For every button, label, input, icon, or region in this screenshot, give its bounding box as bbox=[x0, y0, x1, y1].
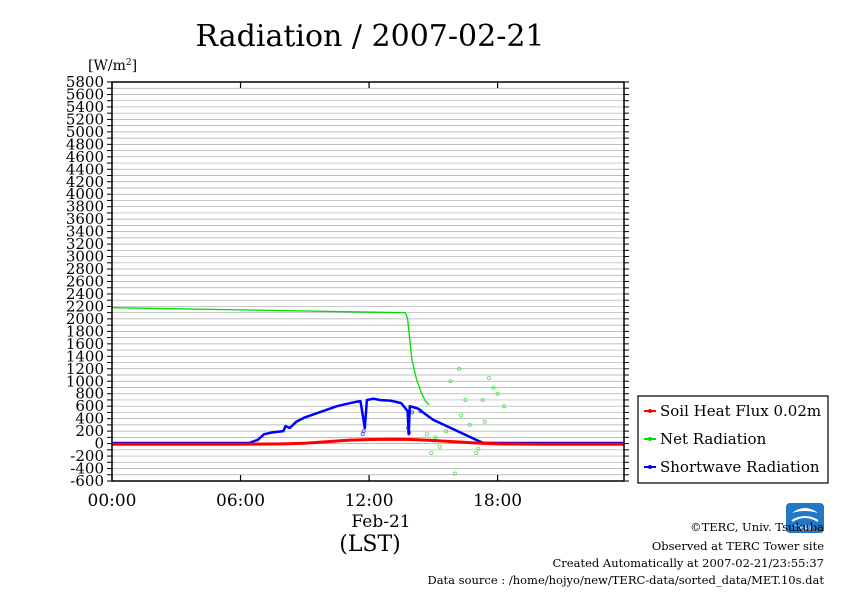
series-point-1 bbox=[474, 450, 479, 455]
y-tick-label: 5600 bbox=[66, 85, 104, 103]
legend-box bbox=[637, 395, 829, 484]
y-tick-label: 4200 bbox=[66, 173, 104, 191]
y-tick-label: 3200 bbox=[66, 235, 104, 253]
y-axis-unit-label: [W/m2] bbox=[88, 58, 137, 74]
y-tick-label: 5400 bbox=[66, 98, 104, 116]
series-point-2 bbox=[409, 410, 414, 415]
y-tick-label: 2800 bbox=[66, 260, 104, 278]
y-tick-label: 4400 bbox=[66, 160, 104, 178]
series-point-1 bbox=[491, 385, 496, 390]
y-tick-label: 2400 bbox=[66, 285, 104, 303]
y-tick-label: 4800 bbox=[66, 135, 104, 153]
legend: Soil Heat Flux 0.02m Net Radiation Shortwa… bbox=[637, 395, 829, 484]
y-tick-label: 5200 bbox=[66, 110, 104, 128]
legend-marker-2 bbox=[648, 465, 652, 469]
legend-marker-0 bbox=[648, 409, 652, 413]
series-line-1 bbox=[111, 307, 430, 406]
gridlines bbox=[112, 81, 624, 482]
y-tick-label: 200 bbox=[75, 422, 104, 440]
plot-frame bbox=[111, 81, 625, 482]
y-tick-label: 1600 bbox=[66, 335, 104, 353]
y-tick-label: 1800 bbox=[66, 322, 104, 340]
series-point-1 bbox=[502, 404, 507, 409]
logo-wave2-icon bbox=[791, 516, 819, 522]
x-date-label: Feb-21 bbox=[351, 512, 410, 532]
credit-source: Data source : /home/hojyo/new/TERC-data/… bbox=[427, 573, 824, 587]
series-point-1 bbox=[429, 450, 434, 455]
series-point-1 bbox=[482, 419, 487, 424]
legend-label-0: Soil Heat Flux 0.02m bbox=[660, 402, 821, 420]
y-tick-label: 3600 bbox=[66, 210, 104, 228]
y-tick-label: 1000 bbox=[66, 372, 104, 390]
series-point-2 bbox=[406, 426, 411, 431]
y-tick-label: 2600 bbox=[66, 273, 104, 291]
series-point-1 bbox=[459, 413, 464, 418]
logo-wave-icon bbox=[792, 508, 818, 513]
y-tick-label: -600 bbox=[70, 472, 104, 490]
x-axis-ticks: 00:00 06:00 12:00 18:00 bbox=[88, 82, 522, 511]
x-tick-label: 06:00 bbox=[216, 491, 265, 511]
x-unit-label: (LST) bbox=[339, 532, 401, 557]
y-tick-label: 2200 bbox=[66, 297, 104, 315]
y-tick-label: 5800 bbox=[66, 73, 104, 91]
y-tick-label: 0 bbox=[94, 435, 104, 453]
x-tick-label: 12:00 bbox=[345, 491, 394, 511]
series-line-0 bbox=[112, 437, 624, 446]
series-point-1 bbox=[467, 422, 472, 427]
y-tick-label: 4000 bbox=[66, 185, 104, 203]
x-tick-label: 18:00 bbox=[473, 491, 522, 511]
legend-label-2: Shortwave Radiation bbox=[660, 458, 820, 476]
y-tick-label: 3800 bbox=[66, 198, 104, 216]
series-point-1 bbox=[476, 446, 481, 451]
credit-created: Created Automatically at 2007-02-21/23:5… bbox=[553, 556, 825, 570]
series-lines bbox=[111, 307, 624, 476]
y-tick-label: 4600 bbox=[66, 148, 104, 166]
series-point-1 bbox=[480, 397, 485, 402]
y-tick-label: 2000 bbox=[66, 310, 104, 328]
logo-text: TERC bbox=[794, 524, 816, 533]
credit-copyright: ©TERC, Univ. Tsukuba bbox=[690, 520, 824, 534]
chart-title: Radiation / 2007-02-21 bbox=[195, 19, 544, 54]
series-point-1 bbox=[452, 471, 457, 476]
series-point-1 bbox=[433, 435, 438, 440]
y-tick-label: 3000 bbox=[66, 248, 104, 266]
y-axis-ticks: 5800560054005200500048004600440042004000… bbox=[66, 73, 629, 490]
series-point-2 bbox=[361, 429, 366, 434]
y-tick-label: 3400 bbox=[66, 223, 104, 241]
y-tick-label: 1200 bbox=[66, 360, 104, 378]
series-point-1 bbox=[437, 444, 442, 449]
credit-observed: Observed at TERC Tower site bbox=[652, 539, 824, 553]
terc-logo: TERC bbox=[786, 503, 824, 533]
series-point-2 bbox=[407, 430, 412, 435]
series-point-1 bbox=[448, 379, 453, 384]
series-point-1 bbox=[457, 366, 462, 371]
y-tick-label: -400 bbox=[70, 460, 104, 478]
y-tick-label: -200 bbox=[70, 447, 104, 465]
legend-label-1: Net Radiation bbox=[660, 430, 767, 448]
series-point-1 bbox=[424, 432, 429, 437]
y-tick-label: 800 bbox=[75, 385, 104, 403]
series-point-1 bbox=[463, 397, 468, 402]
series-point-1 bbox=[487, 376, 492, 381]
y-tick-label: 5000 bbox=[66, 123, 104, 141]
series-point-1 bbox=[495, 391, 500, 396]
series-line-2 bbox=[112, 397, 624, 445]
y-tick-label: 400 bbox=[75, 410, 104, 428]
x-tick-label: 00:00 bbox=[88, 491, 137, 511]
series-point-1 bbox=[444, 429, 449, 434]
y-tick-label: 600 bbox=[75, 397, 104, 415]
legend-marker-1 bbox=[648, 437, 652, 441]
series-point-2 bbox=[418, 409, 423, 414]
y-tick-label: 1400 bbox=[66, 347, 104, 365]
